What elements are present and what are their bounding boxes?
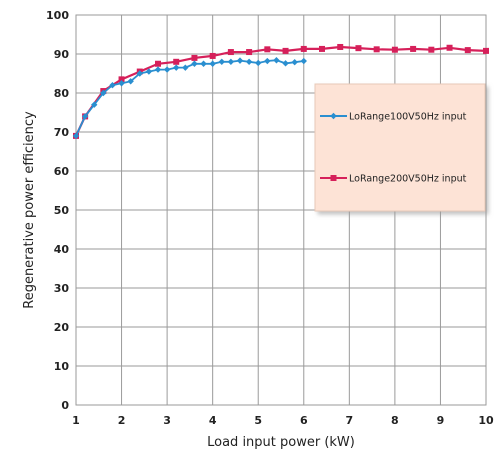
legend-label: LoRange100V50Hz input <box>349 112 467 123</box>
x-tick-label: 7 <box>346 414 354 427</box>
data-point <box>446 44 453 51</box>
data-point <box>163 66 171 73</box>
data-point <box>154 66 162 73</box>
y-tick-label: 30 <box>54 282 70 295</box>
x-tick-label: 9 <box>437 414 445 427</box>
data-point <box>264 46 271 53</box>
y-tick-label: 10 <box>54 360 70 373</box>
series-200v <box>73 43 489 139</box>
legend-swatch-marker <box>330 112 337 120</box>
data-point <box>218 58 225 65</box>
x-tick-label: 1 <box>72 414 80 427</box>
x-axis-title: Load input power (kW) <box>207 435 355 450</box>
data-point <box>428 46 435 53</box>
data-point <box>145 68 153 75</box>
data-point <box>291 58 298 66</box>
legend-label: LoRange200V50Hz input <box>349 174 467 185</box>
data-point <box>72 132 80 140</box>
y-tick-label: 20 <box>54 321 70 334</box>
data-point <box>464 47 471 54</box>
data-point <box>300 57 307 65</box>
data-point <box>227 58 235 65</box>
data-point <box>227 49 234 56</box>
x-tick-label: 3 <box>163 414 171 427</box>
data-point <box>282 60 289 67</box>
data-point <box>373 46 380 53</box>
data-point <box>191 54 198 61</box>
data-point <box>182 64 189 71</box>
data-point <box>200 60 207 67</box>
data-point <box>127 78 134 85</box>
y-tick-label: 70 <box>54 126 70 139</box>
x-tick-label: 8 <box>391 414 399 427</box>
data-point <box>191 60 198 67</box>
data-point <box>337 43 344 50</box>
data-point <box>173 58 180 65</box>
data-point <box>81 113 89 120</box>
x-tick-label: 4 <box>209 414 217 427</box>
data-point <box>118 80 125 87</box>
y-tick-label: 0 <box>61 399 69 412</box>
x-tick-label: 10 <box>478 414 494 427</box>
data-point <box>273 57 280 64</box>
data-point <box>118 76 125 83</box>
series-group <box>72 43 489 140</box>
data-point <box>245 58 253 65</box>
y-tick-label: 90 <box>54 48 70 61</box>
x-tick-label: 6 <box>300 414 308 427</box>
y-tick-label: 80 <box>54 87 70 100</box>
data-point <box>246 49 253 56</box>
series-100v <box>72 57 307 140</box>
data-point <box>91 101 98 108</box>
data-point <box>355 45 362 52</box>
x-tick-label: 5 <box>254 414 262 427</box>
data-point <box>300 45 307 52</box>
data-point <box>109 82 116 89</box>
y-tick-label: 40 <box>54 243 70 256</box>
x-axis-ticks: 1 2 3 4 5 6 7 8 9 10 <box>72 414 494 427</box>
data-point <box>264 57 271 65</box>
data-point <box>410 45 417 52</box>
data-point <box>136 70 143 77</box>
data-point <box>255 59 262 67</box>
data-point <box>236 57 244 64</box>
legend: LoRange100V50Hz input LoRange200V50Hz inp… <box>314 83 486 212</box>
data-point <box>483 47 489 54</box>
data-point <box>209 52 216 59</box>
data-point <box>282 47 289 54</box>
series-line <box>75 45 487 137</box>
y-axis-title: Regenerative power efficiency <box>22 111 37 309</box>
y-axis-ticks: 0 10 20 30 40 50 60 70 80 90 100 <box>46 9 69 412</box>
y-tick-label: 100 <box>46 9 69 22</box>
data-point <box>209 60 216 67</box>
y-tick-label: 60 <box>54 165 70 178</box>
data-point <box>155 60 161 67</box>
legend-box <box>314 83 486 212</box>
data-point <box>319 45 325 52</box>
y-tick-label: 50 <box>54 204 70 217</box>
data-point <box>173 64 180 71</box>
data-point <box>100 89 107 97</box>
data-point <box>391 46 398 53</box>
x-tick-label: 2 <box>118 414 126 427</box>
legend-swatch-marker <box>330 175 337 181</box>
